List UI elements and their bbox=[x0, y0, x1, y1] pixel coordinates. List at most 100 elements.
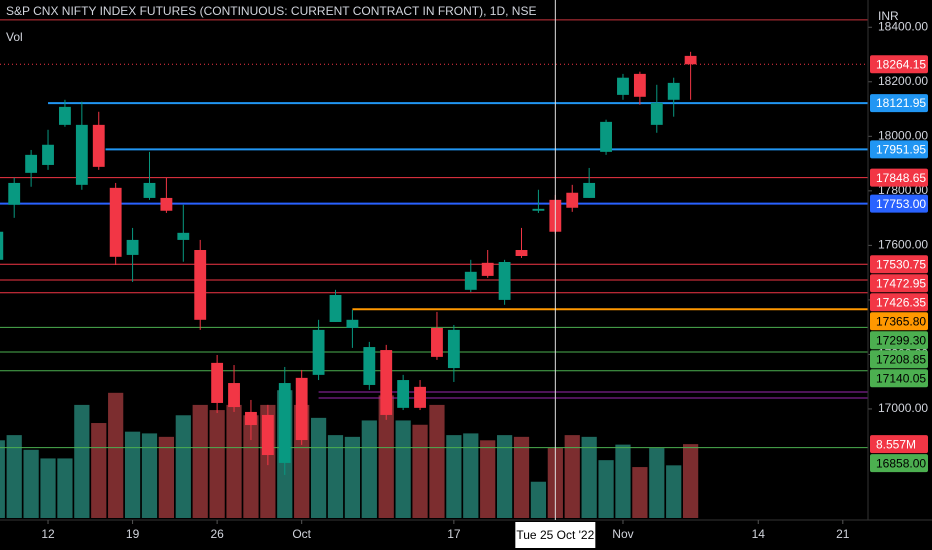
candle-body bbox=[431, 327, 443, 357]
volume-bar bbox=[581, 436, 597, 518]
volume-bar bbox=[564, 435, 580, 518]
volume-bar bbox=[226, 404, 242, 518]
x-tick-label: 12 bbox=[41, 527, 55, 541]
volume-bar bbox=[649, 448, 665, 518]
candle-body bbox=[8, 182, 21, 205]
x-tick-label: 21 bbox=[836, 527, 850, 541]
volume-bar bbox=[310, 417, 327, 518]
volume-bar bbox=[361, 420, 377, 518]
price-label-box bbox=[870, 168, 928, 187]
price-label-box bbox=[870, 255, 928, 274]
candle-body bbox=[633, 73, 646, 97]
y-tick-label: 18400.00 bbox=[878, 19, 928, 33]
candle-body bbox=[363, 347, 376, 385]
price-label-box bbox=[870, 369, 928, 388]
candle-body bbox=[92, 124, 105, 167]
volume-bar bbox=[463, 433, 479, 518]
volume-bar bbox=[632, 467, 648, 518]
volume-layer bbox=[0, 390, 699, 518]
volume-bar bbox=[344, 436, 361, 518]
volume-bar bbox=[243, 415, 259, 518]
volume-bar bbox=[598, 460, 614, 518]
candle-body bbox=[617, 77, 629, 95]
price-label-box bbox=[870, 194, 928, 213]
price-label: 17140.05 bbox=[876, 371, 926, 385]
volume-bar bbox=[57, 458, 73, 518]
price-label-box bbox=[870, 312, 928, 331]
price-label-box bbox=[870, 331, 928, 350]
candle-body bbox=[194, 250, 207, 320]
price-label: 17848.65 bbox=[876, 171, 926, 185]
volume-bar bbox=[91, 423, 107, 518]
price-label-box bbox=[870, 55, 928, 74]
x-tick-label: 14 bbox=[752, 527, 766, 541]
candle-body bbox=[211, 362, 224, 403]
volume-bar bbox=[429, 404, 445, 518]
price-label: 17299.30 bbox=[876, 333, 926, 347]
price-label-box bbox=[870, 140, 928, 159]
price-label: 17365.80 bbox=[876, 314, 926, 328]
volume-bar bbox=[496, 435, 513, 518]
candle-body bbox=[397, 380, 410, 408]
y-tick-label: 17600.00 bbox=[878, 238, 928, 252]
y-tick-label: 18200.00 bbox=[878, 74, 928, 88]
price-label: 17472.95 bbox=[876, 276, 926, 290]
candle-body bbox=[447, 329, 460, 369]
volume-bar bbox=[530, 481, 547, 518]
candle-body bbox=[498, 261, 511, 300]
volume-bar bbox=[23, 449, 39, 518]
price-label-box bbox=[870, 274, 928, 293]
volume-bar bbox=[378, 395, 394, 518]
price-label: 18121.95 bbox=[876, 96, 926, 110]
candle-body bbox=[515, 250, 528, 257]
currency: INR bbox=[878, 9, 899, 23]
volume-bar bbox=[480, 440, 496, 518]
candle-body bbox=[126, 239, 139, 255]
candle-body bbox=[380, 350, 393, 415]
candle-body bbox=[566, 192, 579, 208]
candle-body bbox=[481, 262, 494, 276]
labels-layer: 18264.15 18121.95 17951.95 17848.65 17753.00… bbox=[515, 0, 928, 548]
candle-body bbox=[329, 294, 342, 322]
volume-bar bbox=[6, 435, 22, 518]
price-label: 17426.35 bbox=[876, 295, 926, 309]
volume-bar bbox=[141, 433, 158, 518]
candle-body bbox=[600, 121, 612, 152]
volume-bar bbox=[175, 415, 191, 518]
price-label-box bbox=[870, 94, 928, 113]
candle-body bbox=[228, 383, 240, 408]
volume-bar bbox=[615, 444, 631, 518]
volume-bar bbox=[327, 435, 344, 518]
candle-body bbox=[278, 383, 291, 463]
volume-bar bbox=[192, 404, 208, 518]
crosshair-label-box bbox=[515, 522, 596, 548]
volume-bar bbox=[0, 440, 5, 518]
price-label: 18264.15 bbox=[876, 57, 926, 71]
candle-body bbox=[650, 102, 663, 125]
candle-body bbox=[0, 231, 4, 260]
y-tick-label: 18000.00 bbox=[878, 128, 928, 142]
lines-layer bbox=[0, 19, 868, 449]
price-label-box bbox=[870, 350, 928, 369]
candle-body bbox=[312, 329, 325, 375]
candle-body bbox=[42, 144, 54, 165]
price-label-box bbox=[870, 293, 928, 312]
candle-body bbox=[143, 182, 156, 198]
candle-body bbox=[25, 154, 38, 173]
candle-body bbox=[245, 411, 257, 426]
price-label: 17530.75 bbox=[876, 257, 926, 271]
candle-body bbox=[414, 386, 426, 408]
y-tick-label: 17000.00 bbox=[878, 401, 928, 415]
price-label: 17951.95 bbox=[876, 143, 926, 157]
x-tick-label: 26 bbox=[210, 527, 224, 541]
volume-bar bbox=[513, 436, 530, 518]
candle-body bbox=[261, 414, 274, 456]
candle-body bbox=[667, 82, 680, 100]
price-label: 17753.00 bbox=[876, 197, 926, 211]
volume-bar bbox=[158, 436, 175, 518]
crosshair-label: Tue 25 Oct '22 bbox=[516, 528, 594, 542]
volume-title: Vol bbox=[6, 30, 23, 44]
candle-body bbox=[177, 232, 190, 240]
